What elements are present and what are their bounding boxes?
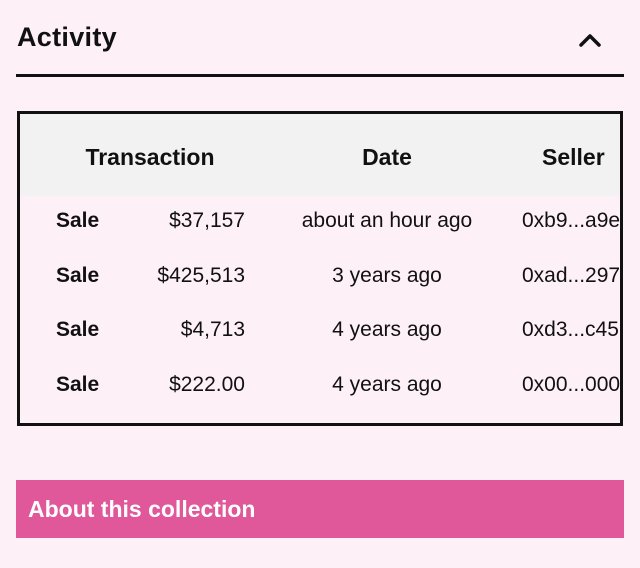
transaction-type: Sale [56,318,100,341]
about-collection-button[interactable]: About this collection [16,480,624,538]
seller-address: 0x00...000 [522,372,621,396]
price: $37,157 [169,209,245,232]
divider [16,74,624,77]
transaction-type: Sale [56,263,100,287]
collapse-toggle[interactable] [576,28,604,52]
transaction-type: Sale [56,372,100,396]
seller-address: 0xad...297 [522,263,621,287]
table-header: Transaction Date Seller [20,114,620,196]
seller-address: 0xb9...a9e [522,209,621,232]
price: $222.00 [169,372,245,396]
date: 4 years ago [332,372,442,396]
column-header: Date [362,144,412,170]
date: 3 years ago [332,263,442,287]
date: 4 years ago [332,318,442,341]
price: $4,713 [180,318,245,341]
chevron-icon [579,34,601,47]
column-header: Seller [542,144,605,170]
seller-address: 0xd3...c45 [522,318,619,341]
price: $425,513 [157,263,245,287]
transaction-type: Sale [56,209,100,232]
date: about an hour ago [301,209,473,232]
section-title: Activity [17,22,117,52]
column-header: Transaction [85,144,215,170]
activity-table: Transaction Date Seller Sale $37,157 about a… [17,111,623,426]
